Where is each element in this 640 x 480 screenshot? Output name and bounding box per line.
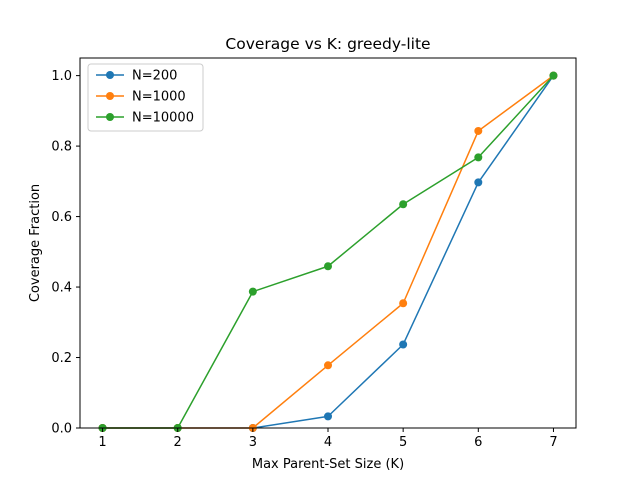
x-tick-label: 7: [549, 435, 557, 450]
legend-item: N=10000: [96, 111, 194, 126]
data-point: [324, 262, 332, 271]
data-point: [474, 126, 483, 135]
y-tick-label: 0.6: [51, 210, 72, 225]
x-tick-label: 2: [174, 435, 182, 450]
legend-marker: [106, 113, 114, 121]
chart-title: Coverage vs K: greedy-lite: [225, 35, 430, 53]
data-point: [474, 153, 483, 162]
data-point: [324, 361, 332, 370]
x-tick-label: 6: [474, 435, 482, 450]
legend-marker: [106, 71, 114, 79]
legend-item: N=200: [96, 69, 177, 84]
data-point: [474, 178, 483, 187]
legend-label: N=200: [132, 69, 177, 84]
legend-item: N=1000: [96, 90, 186, 105]
y-tick-label: 1.0: [51, 69, 72, 84]
data-point: [324, 412, 332, 421]
data-point: [399, 340, 408, 349]
x-axis-label: Max Parent-Set Size (K): [252, 457, 404, 472]
y-axis-ticks: 0.0 0.2 0.4 0.6 0.8 1.0: [51, 69, 80, 437]
y-tick-label: 0.2: [51, 351, 72, 366]
x-tick-label: 1: [98, 435, 106, 450]
legend-label: N=10000: [132, 111, 194, 126]
x-tick-label: 4: [324, 435, 332, 450]
x-axis-ticks: 1 2 3 4 5 6 7: [98, 428, 558, 450]
y-axis-label: Coverage Fraction: [28, 184, 43, 302]
y-tick-label: 0.0: [51, 422, 72, 437]
y-tick-label: 0.4: [51, 281, 72, 296]
data-point: [248, 287, 257, 296]
y-tick-label: 0.8: [51, 140, 72, 155]
x-tick-label: 3: [249, 435, 257, 450]
legend-box: [87, 63, 204, 132]
legend: N=200 N=1000 N=10000: [87, 63, 204, 132]
x-tick-label: 5: [399, 435, 407, 450]
legend-marker: [106, 92, 114, 100]
legend-label: N=1000: [132, 90, 186, 105]
data-point: [399, 200, 408, 209]
data-point: [549, 71, 558, 80]
data-point: [399, 299, 408, 308]
